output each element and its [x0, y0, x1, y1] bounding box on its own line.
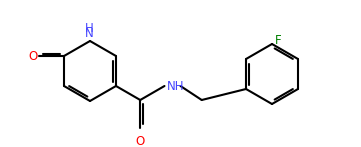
- Text: O: O: [136, 135, 145, 147]
- Text: O: O: [29, 50, 38, 62]
- Text: NH: NH: [166, 80, 184, 92]
- Text: H: H: [84, 22, 93, 35]
- Text: F: F: [275, 34, 282, 46]
- Text: N: N: [84, 27, 93, 40]
